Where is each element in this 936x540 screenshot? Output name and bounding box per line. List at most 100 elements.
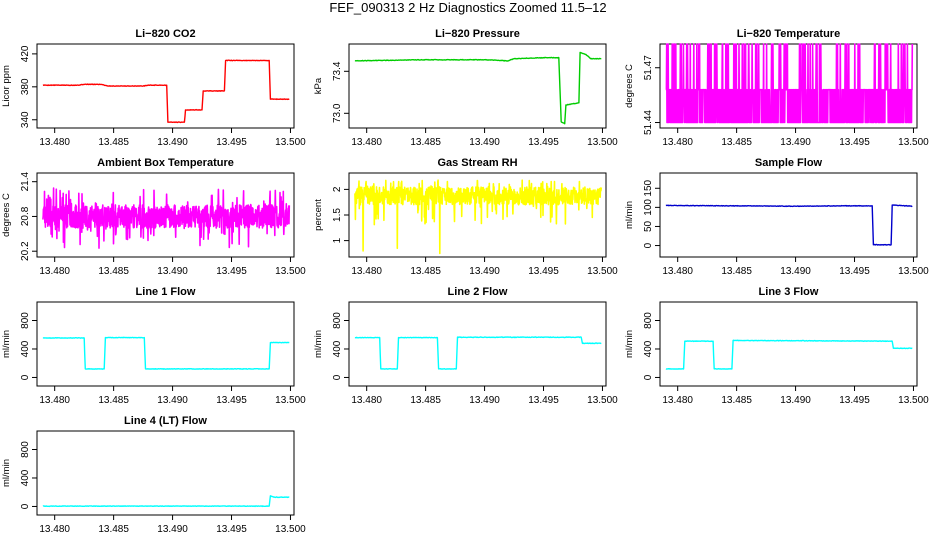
x-tick-label: 13.500 <box>898 266 929 277</box>
chart-panel: Line 1 Flow 13.480 13.485 13.490 13.495 13.50… <box>1 286 306 406</box>
y-tick-label: 800 <box>332 312 343 329</box>
y-tick-label: 20.2 <box>20 241 31 261</box>
plot-frame <box>348 43 607 129</box>
x-tick-label: 13.490 <box>780 266 811 277</box>
x-tick-label: 13.490 <box>469 266 500 277</box>
x-tick-label: 13.495 <box>216 266 247 277</box>
y-tick-label: 1 <box>332 237 343 243</box>
y-tick-label: 400 <box>332 340 343 357</box>
x-tick-label: 13.495 <box>839 395 870 406</box>
series-line <box>42 59 290 124</box>
chart-panel: Gas Stream RH 13.480 13.485 13.490 13.495 13.… <box>313 157 618 277</box>
x-tick-label: 13.495 <box>528 266 559 277</box>
plot-frame <box>36 301 295 387</box>
x-tick-label: 13.480 <box>662 266 693 277</box>
series-line <box>354 51 602 125</box>
chart-panel: Line 4 (LT) Flow 13.480 13.485 13.490 13.495… <box>1 415 306 535</box>
x-tick-label: 13.485 <box>98 137 129 148</box>
page-title: FEF_090313 2 Hz Diagnostics Zoomed 11.5–… <box>329 0 607 15</box>
x-tick-label: 13.490 <box>780 137 811 148</box>
y-axis-label: ml/min <box>1 459 12 487</box>
y-tick-label: 51.47 <box>643 55 654 80</box>
x-tick-label: 13.500 <box>898 395 929 406</box>
y-tick-label: 1.5 <box>332 208 343 222</box>
x-tick-label: 13.490 <box>780 395 811 406</box>
x-tick-label: 13.500 <box>275 524 306 535</box>
x-tick-label: 13.495 <box>839 137 870 148</box>
y-tick-label: 0 <box>332 374 343 380</box>
plot-frame <box>659 301 918 387</box>
plot-frame <box>659 172 918 258</box>
x-tick-label: 13.500 <box>898 137 929 148</box>
x-tick-label: 13.495 <box>216 137 247 148</box>
series-line <box>42 187 291 249</box>
x-tick-label: 13.480 <box>39 266 70 277</box>
plot-frame <box>659 43 918 129</box>
chart-panel: Li−820 CO2 13.480 13.485 13.490 13.495 13.500… <box>1 28 306 148</box>
x-tick-label: 13.490 <box>469 395 500 406</box>
y-tick-label: 400 <box>643 340 654 357</box>
x-tick-label: 13.490 <box>157 137 188 148</box>
chart-title: Gas Stream RH <box>437 157 517 169</box>
chart-panel: Line 3 Flow 13.480 13.485 13.490 13.495 13.50… <box>624 286 929 406</box>
chart-title: Line 3 Flow <box>759 286 819 298</box>
y-tick-label: 400 <box>20 469 31 486</box>
x-tick-label: 13.495 <box>839 266 870 277</box>
series-line <box>665 339 913 370</box>
y-tick-label: 400 <box>20 340 31 357</box>
x-tick-label: 13.480 <box>351 137 382 148</box>
x-tick-label: 13.495 <box>216 395 247 406</box>
x-tick-label: 13.500 <box>275 266 306 277</box>
x-tick-label: 13.480 <box>351 395 382 406</box>
chart-title: Li−820 CO2 <box>135 28 195 40</box>
x-tick-label: 13.495 <box>528 137 559 148</box>
x-tick-label: 13.500 <box>275 395 306 406</box>
x-tick-label: 13.480 <box>351 266 382 277</box>
y-tick-label: 800 <box>643 312 654 329</box>
x-tick-label: 13.480 <box>662 395 693 406</box>
x-tick-label: 13.500 <box>587 395 618 406</box>
y-axis-label: ml/min <box>624 330 635 358</box>
x-tick-label: 13.485 <box>721 137 752 148</box>
plot-frame <box>36 172 295 258</box>
chart-title: Line 1 Flow <box>136 286 196 298</box>
series-line <box>354 179 603 255</box>
y-tick-label: 51.44 <box>643 110 654 135</box>
series-line <box>354 336 602 370</box>
x-tick-label: 13.480 <box>662 137 693 148</box>
y-tick-label: 150 <box>643 179 654 196</box>
series-line <box>665 43 914 124</box>
y-tick-label: 73.0 <box>332 103 343 123</box>
y-tick-label: 380 <box>20 78 31 95</box>
y-tick-label: 0 <box>643 242 654 248</box>
x-tick-label: 13.500 <box>275 137 306 148</box>
y-axis-label: degrees C <box>1 193 12 237</box>
y-tick-label: 340 <box>20 111 31 128</box>
x-tick-label: 13.490 <box>157 266 188 277</box>
y-tick-label: 0 <box>20 503 31 509</box>
y-axis-label: ml/min <box>624 201 635 229</box>
y-tick-label: 100 <box>643 199 654 216</box>
x-tick-label: 13.485 <box>721 266 752 277</box>
y-tick-label: 800 <box>20 441 31 458</box>
x-tick-label: 13.500 <box>587 266 618 277</box>
x-tick-label: 13.485 <box>410 395 441 406</box>
y-tick-label: 2 <box>332 186 343 192</box>
x-tick-label: 13.485 <box>721 395 752 406</box>
x-tick-label: 13.495 <box>216 524 247 535</box>
chart-title: Li−820 Pressure <box>435 28 520 40</box>
x-tick-label: 13.490 <box>157 524 188 535</box>
x-tick-label: 13.480 <box>39 395 70 406</box>
chart-title: Ambient Box Temperature <box>97 157 234 169</box>
x-tick-label: 13.485 <box>98 266 129 277</box>
x-tick-label: 13.500 <box>587 137 618 148</box>
y-axis-label: Licor ppm <box>1 65 12 107</box>
plot-frame <box>36 43 295 129</box>
y-axis-label: percent <box>313 199 324 231</box>
y-tick-label: 21.4 <box>20 172 31 192</box>
x-tick-label: 13.485 <box>410 266 441 277</box>
chart-title: Line 4 (LT) Flow <box>124 415 207 427</box>
series-line <box>665 204 913 246</box>
chart-panel: Ambient Box Temperature 13.480 13.485 13.49… <box>1 157 306 277</box>
